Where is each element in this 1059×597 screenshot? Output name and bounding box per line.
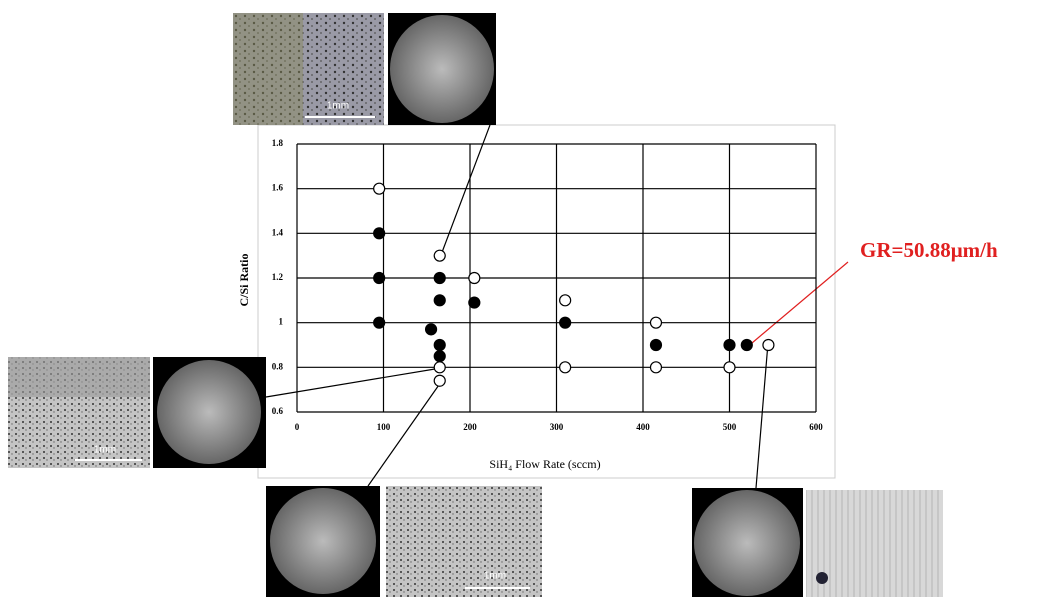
point xyxy=(373,271,386,285)
y-axis-label: C/Si Ratio xyxy=(237,253,251,306)
point xyxy=(433,374,446,387)
point xyxy=(373,316,386,329)
point xyxy=(468,271,481,285)
micrograph-right xyxy=(692,488,943,597)
y-tick-label: 0.6 xyxy=(272,406,284,416)
x-tick-label: 300 xyxy=(550,422,564,432)
x-axis-label: SiH₄ Flow Rate (sccm) xyxy=(489,457,600,471)
y-tick-label: 1.2 xyxy=(272,272,284,282)
scale-label: 1mm xyxy=(94,445,116,456)
point xyxy=(649,338,663,352)
micrograph-top: 1mm xyxy=(233,13,496,125)
x-tick-label: 500 xyxy=(723,422,737,432)
point xyxy=(433,361,446,374)
point xyxy=(433,294,446,307)
point xyxy=(373,227,386,240)
scale-label: 1mm xyxy=(327,101,349,112)
point xyxy=(373,182,386,195)
point xyxy=(740,338,753,352)
x-tick-label: 600 xyxy=(809,422,823,432)
point xyxy=(433,338,446,352)
x-tick-label: 100 xyxy=(377,422,391,432)
callouts xyxy=(265,124,769,489)
point xyxy=(433,350,446,363)
x-tick-label: 200 xyxy=(463,422,477,432)
y-tick-label: 1.6 xyxy=(272,183,284,193)
point xyxy=(468,296,481,309)
point xyxy=(723,338,736,352)
point xyxy=(433,271,446,285)
point xyxy=(649,361,663,374)
chart-frame xyxy=(257,124,836,479)
point xyxy=(424,323,438,336)
y-tick-label: 1.8 xyxy=(272,138,284,148)
y-tick-label: 1 xyxy=(279,317,284,327)
point xyxy=(559,316,572,329)
y-tick-label: 1.4 xyxy=(272,227,284,237)
x-tick-label: 0 xyxy=(295,422,300,432)
point xyxy=(559,294,572,307)
micrograph-left: 1mm xyxy=(8,357,266,468)
annotation-line xyxy=(751,261,849,344)
micrograph-bottom: 1mm xyxy=(266,486,542,597)
point xyxy=(559,361,572,374)
point xyxy=(723,361,736,374)
point xyxy=(762,338,775,352)
x-tick-label: 400 xyxy=(636,422,650,432)
annotation: GR=50.88μm/h xyxy=(860,238,998,262)
point xyxy=(433,249,446,262)
scale-label: 1mm xyxy=(484,571,506,582)
point xyxy=(649,316,663,329)
y-tick-label: 0.8 xyxy=(272,361,284,371)
